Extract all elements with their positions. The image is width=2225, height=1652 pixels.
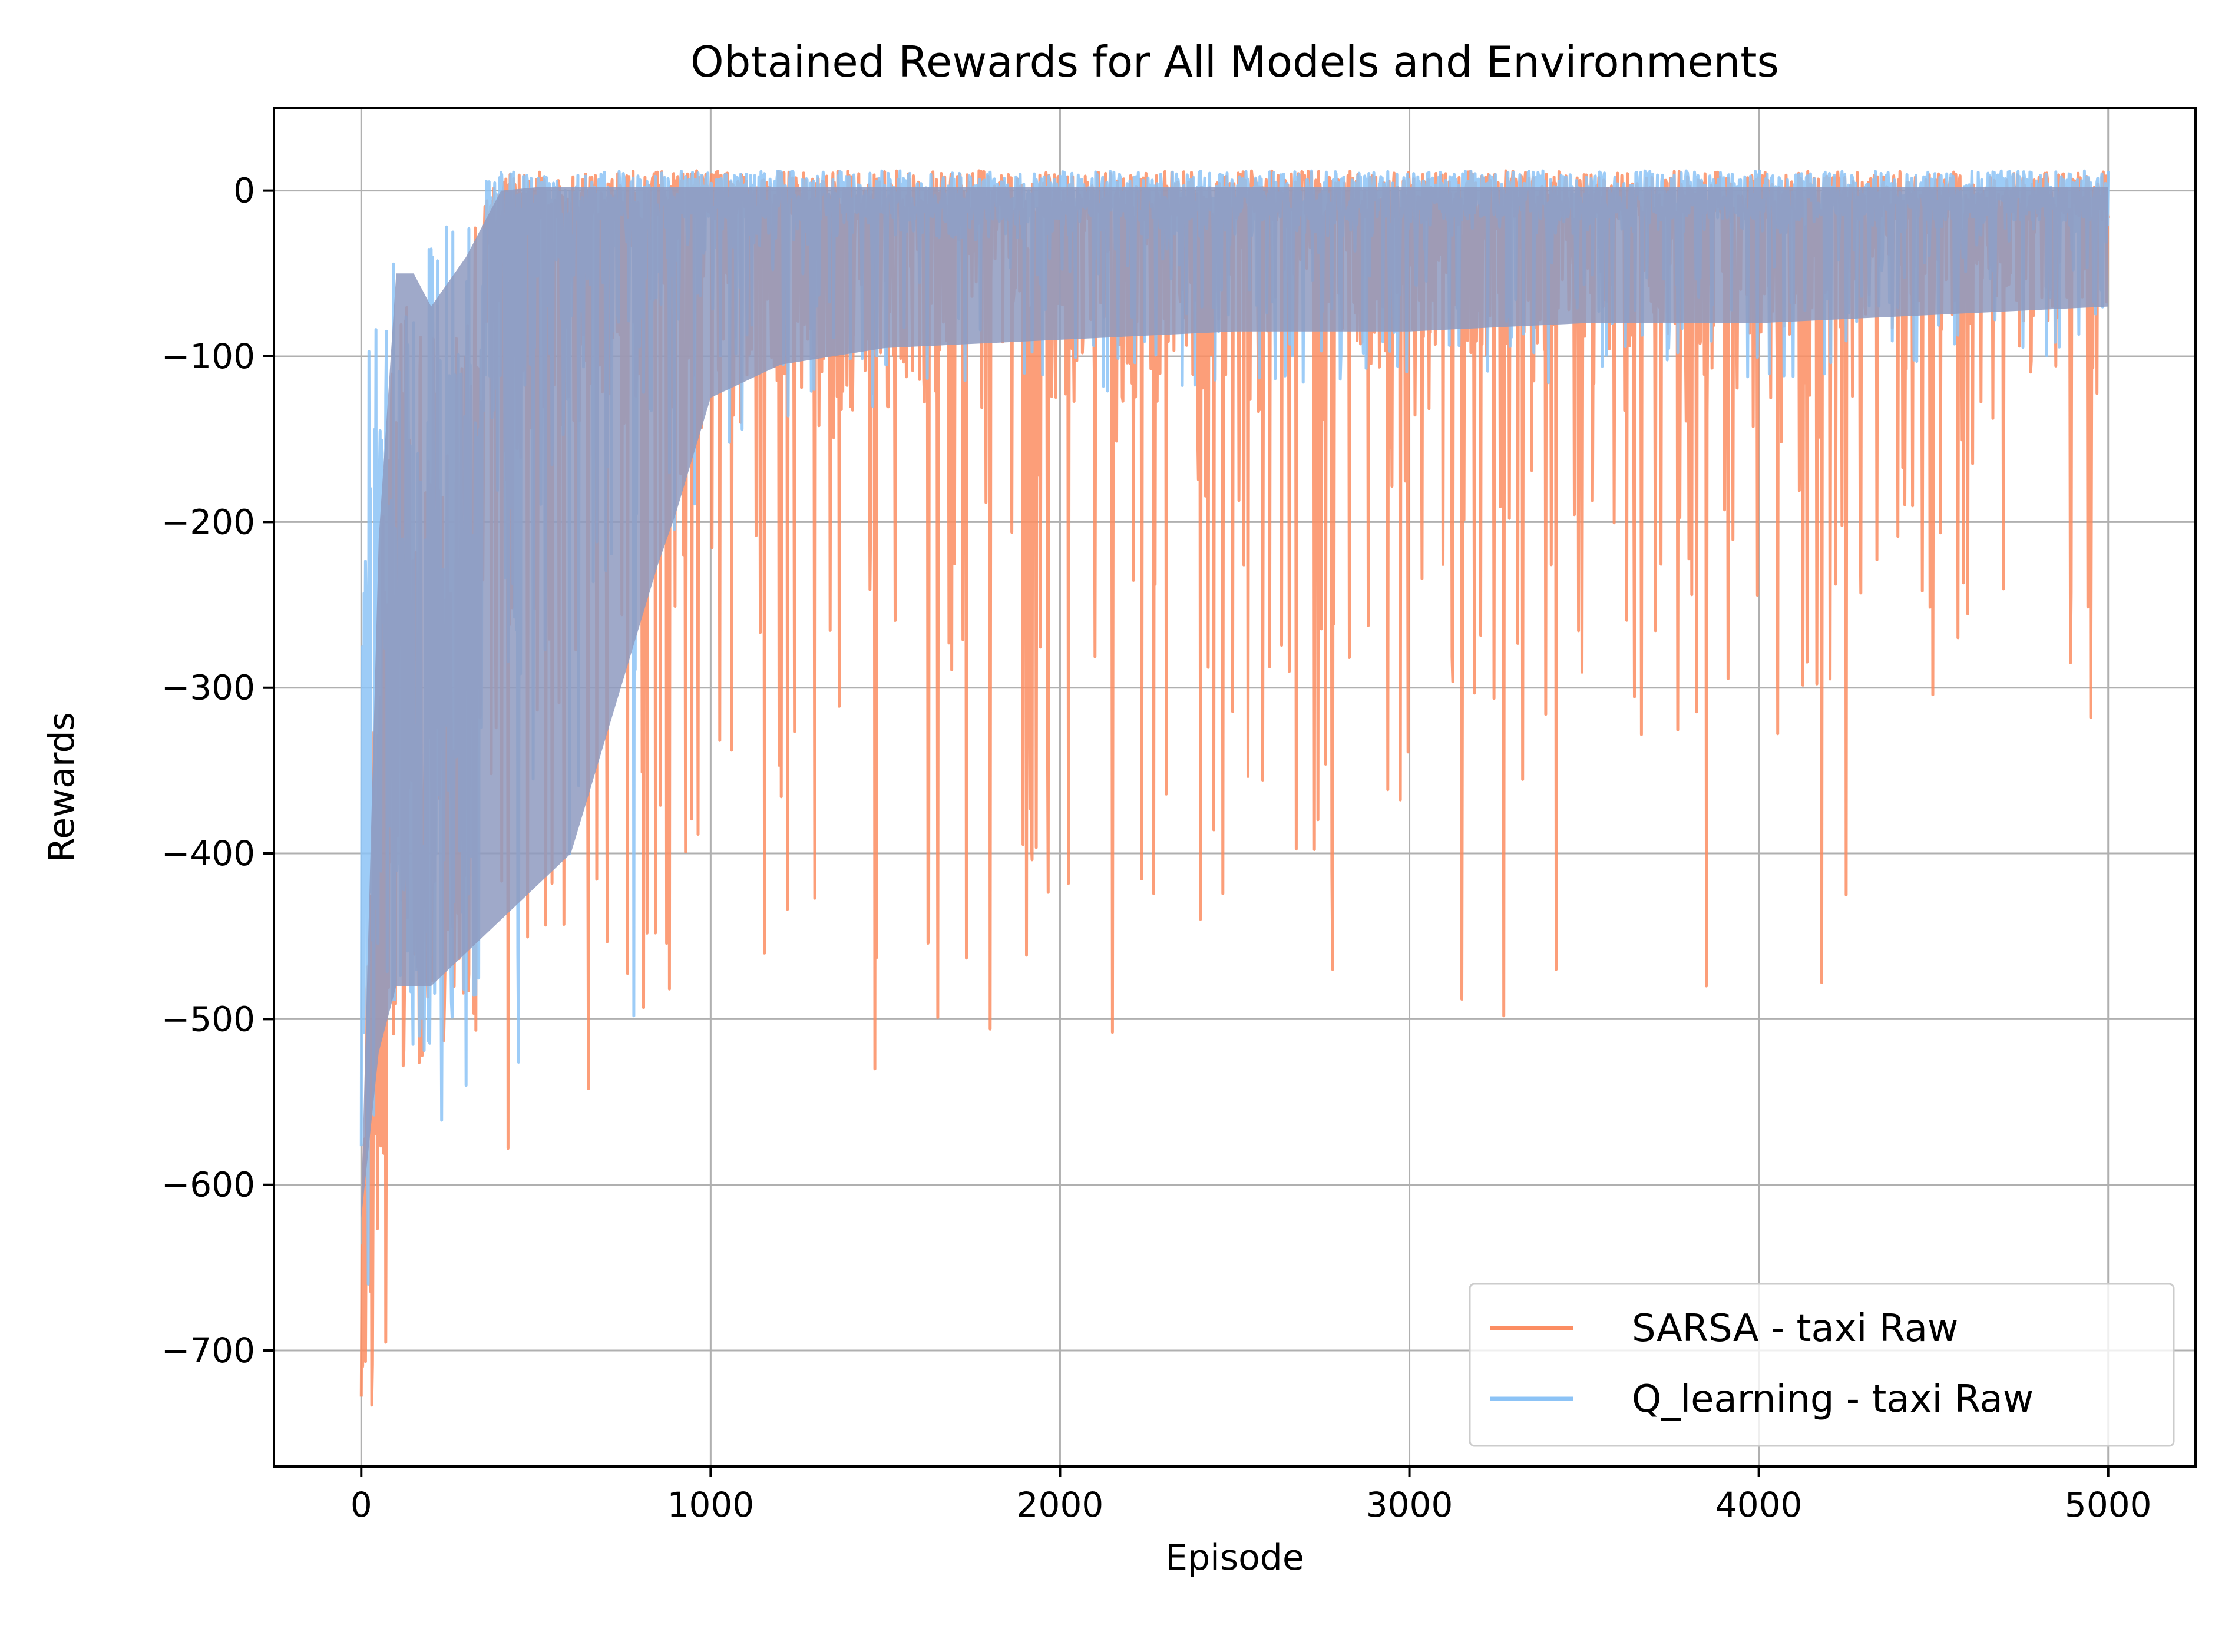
chart-title: Obtained Rewards for All Models and Envi…: [690, 37, 1779, 87]
y-tick-label: −600: [161, 1165, 255, 1205]
y-tick-label: 0: [233, 171, 255, 211]
y-tick-label: −700: [161, 1330, 255, 1370]
series-overlap-band: [361, 187, 2108, 1218]
x-tick-label: 3000: [1366, 1485, 1453, 1525]
x-tick-label: 4000: [1715, 1485, 1803, 1525]
y-axis: 0 −100 −200 −300 −400 −500 −600 −700: [161, 171, 274, 1370]
y-tick-label: −100: [161, 336, 255, 376]
x-tick-label: 2000: [1017, 1485, 1104, 1525]
series-group: [359, 169, 2110, 1407]
x-axis-label: Episode: [1165, 1537, 1304, 1578]
y-tick-label: −400: [161, 833, 255, 873]
legend-label-sarsa: SARSA - taxi Raw: [1632, 1307, 1958, 1350]
x-tick-label: 5000: [2065, 1485, 2152, 1525]
legend-label-q-learning: Q_learning - taxi Raw: [1632, 1378, 2034, 1421]
legend: SARSA - taxi Raw Q_learning - taxi Raw: [1469, 1283, 2175, 1447]
x-axis: 0 1000 2000 3000 4000 5000: [351, 1466, 2152, 1525]
y-axis-label: Rewards: [41, 712, 82, 862]
x-tick-label: 0: [351, 1485, 372, 1525]
legend-box: [1469, 1283, 2175, 1447]
y-tick-label: −200: [161, 502, 255, 542]
y-tick-label: −300: [161, 668, 255, 708]
x-tick-label: 1000: [667, 1485, 755, 1525]
y-tick-label: −500: [161, 999, 255, 1039]
plot-frame: [273, 107, 2197, 1468]
plot-area: [359, 169, 2110, 1407]
